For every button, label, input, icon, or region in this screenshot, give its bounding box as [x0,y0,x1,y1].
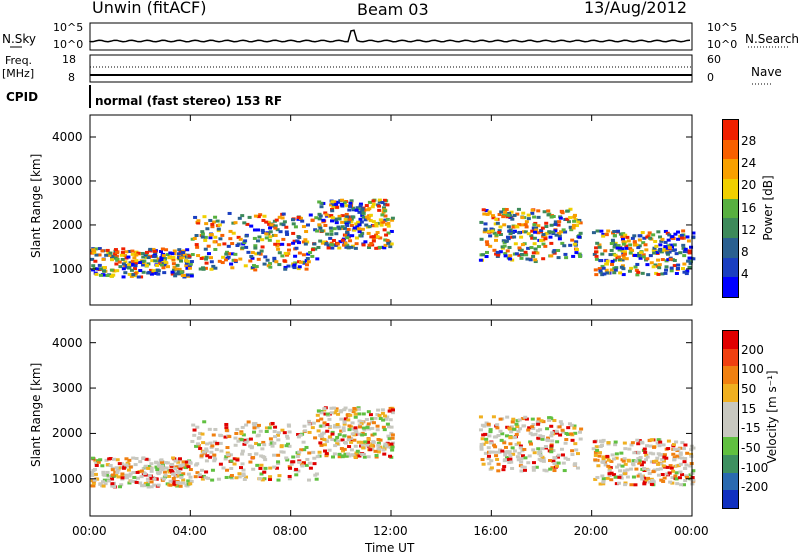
freq-tick-top: 18 [62,53,76,66]
power-colorbar-segment [723,159,738,179]
power-colorbar-tick-label: 16 [741,200,757,215]
velocity-echo-band-0 [90,456,194,489]
power-colorbar-segment [723,120,738,140]
velocity-colorbar-label: Velocity [m s⁻¹] [765,370,779,464]
velocity-echo-band-4 [591,438,696,487]
ytick-label: 1000 [52,261,83,276]
velocity-ylabel: Slant Range [km] [29,362,43,467]
velocity-colorbar-segment [723,366,738,385]
power-echo-band-4 [591,229,696,277]
x-axis-label: Time UT [365,541,415,555]
xtick-label: 12:00 [373,524,408,538]
ytick-label: 3000 [52,381,83,396]
nsky-tick-bottom: 10^0 [53,38,84,51]
velocity-colorbar-segment [723,437,738,455]
power-colorbar-tick-label: 12 [741,222,757,237]
velocity-colorbar-segment [723,454,738,473]
xtick-label: 00:00 [674,524,709,538]
xtick-label: 08:00 [272,524,308,538]
velocity-colorbar-tick-label: 15 [741,401,757,416]
power-colorbar-tick-label: 4 [741,266,749,281]
cpid-text: normal (fast stereo) 153 RF [95,94,283,108]
velocity-colorbar-tick-label: -15 [741,421,761,436]
power-colorbar-segment [723,198,738,219]
xtick-label: 16:00 [473,524,508,538]
station-title: Unwin (fitACF) [92,0,207,17]
xtick-label: 04:00 [172,524,207,538]
velocity-colorbar-tick-label: 100 [741,362,764,377]
date-label: 13/Aug/2012 [584,0,688,17]
velocity-colorbar [722,330,739,509]
power-colorbar-label: Power [dB] [761,175,775,241]
power-ylabel: Slant Range [km] [29,153,43,258]
power-colorbar-segment [723,218,738,238]
nsearch-label: N.Search [745,32,800,46]
beam-label: Beam 03 [357,0,429,19]
nsky-panel [89,22,693,51]
xtick-label: 20:00 [573,524,609,538]
nave-tick-bottom: 0 [707,71,714,84]
power-panel-frame [89,114,693,306]
velocity-colorbar-segment [723,384,738,402]
velocity-colorbar-segment [723,472,738,491]
power-colorbar-tick-label: 24 [741,156,757,171]
power-colorbar-tick-label: 28 [741,134,757,149]
nsky-tick-top: 10^5 [53,21,84,34]
power-echo-band-3 [478,207,583,264]
xtick-label: 00:00 [72,524,107,538]
power-colorbar-segment [723,277,738,297]
nsearch-tick-bottom: 10^0 [707,38,738,51]
velocity-colorbar-tick-label: -50 [741,441,761,455]
velocity-colorbar-tick-label: 200 [741,342,764,357]
velocity-echo-band-1 [190,419,319,482]
cpid-label: CPID [6,90,39,104]
power-colorbar-segment [723,237,738,258]
power-colorbar-segment [723,178,738,199]
freq-unit: [MHz] [2,67,35,80]
velocity-colorbar-segment [723,490,738,508]
velocity-colorbar-tick-label: -200 [741,480,769,495]
nsky-trace [89,29,691,43]
velocity-colorbar-segment [723,419,738,438]
velocity-colorbar-segment [723,331,738,349]
power-colorbar-tick-label: 20 [741,178,757,193]
power-colorbar-tick-label: 8 [741,244,749,259]
velocity-colorbar-tick-label: -100 [741,460,769,475]
ytick-label: 4000 [52,129,83,144]
freq-tick-bottom: 8 [68,71,75,84]
power-colorbar-segment [723,139,738,160]
power-echo-band-2 [316,198,395,250]
freq-panel [89,54,693,83]
nave-label: Nave [751,65,782,79]
power-colorbar-segment [723,257,738,278]
ytick-label: 3000 [52,173,83,188]
power-colorbar [722,119,739,298]
power-echo-band-1 [190,211,320,272]
velocity-colorbar-segment [723,401,738,420]
freq-label: Freq. [5,54,33,67]
ytick-label: 4000 [52,335,83,350]
velocity-colorbar-tick-label: 50 [741,382,757,396]
ytick-label: 2000 [52,217,83,232]
velocity-colorbar-segment [723,348,738,367]
nsky-label: N.Sky [2,32,37,46]
ytick-label: 2000 [52,426,83,441]
velocity-echo-band-3 [478,415,584,473]
power-echo-band-0 [90,247,194,279]
velocity-echo-band-2 [315,406,395,460]
nave-tick-top: 60 [707,53,721,66]
ytick-label: 1000 [52,471,83,486]
nsearch-tick-top: 10^5 [707,21,738,34]
